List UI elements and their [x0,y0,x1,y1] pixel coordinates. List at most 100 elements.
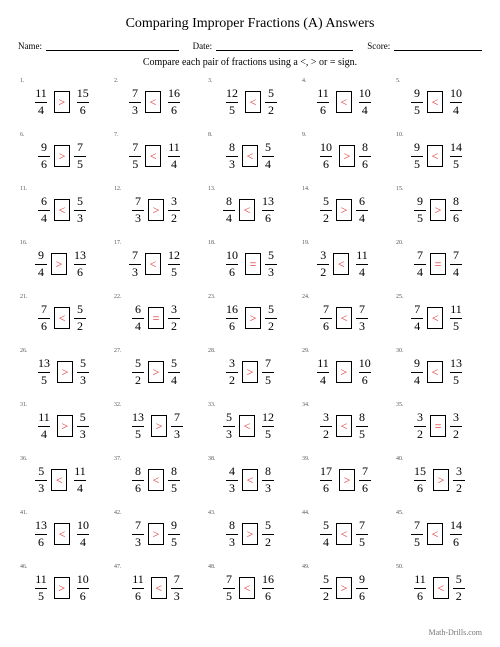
fraction-right: 125 [259,411,277,440]
fraction-left: 116 [411,573,429,602]
instruction: Compare each pair of fractions using a <… [18,57,482,68]
problem: 8.83<54 [206,134,294,178]
problem: 23.166>52 [206,296,294,340]
answer-box: < [336,415,352,437]
problem: 37.86<85 [112,458,200,502]
problem: 14.52>64 [300,188,388,232]
problem: 10.95<145 [394,134,482,178]
answer-box: < [51,469,67,491]
problem: 3.125<52 [206,80,294,124]
fraction-right: 95 [168,519,180,548]
problem: 11.64<53 [18,188,106,232]
fraction-right: 86 [450,195,462,224]
fraction-left: 73 [132,519,144,548]
fraction-left: 95 [411,141,423,170]
fraction-left: 136 [32,519,50,548]
problem-number: 28. [208,348,216,354]
fraction-left: 53 [223,411,235,440]
problem: 45.75<146 [394,512,482,556]
answer-box: > [339,145,355,167]
fraction-right: 54 [168,357,180,386]
problem-number: 25. [396,294,404,300]
fraction-right: 106 [74,573,92,602]
problem-number: 41. [20,510,28,516]
answer-box: < [145,91,161,113]
answer-box: < [336,523,352,545]
problem: 50.116<52 [394,566,482,610]
date-label: Date: [193,41,213,51]
fraction-right: 52 [265,87,277,116]
fraction-left: 75 [411,519,423,548]
fraction-left: 32 [317,249,329,278]
answer-box: > [148,199,164,221]
answer-box: > [339,469,355,491]
problem-number: 24. [302,294,310,300]
problem: 5.95<104 [394,80,482,124]
fraction-right: 52 [265,303,277,332]
fraction-right: 73 [356,303,368,332]
answer-box: > [242,523,258,545]
problem: 22.64=32 [112,296,200,340]
fraction-left: 32 [226,357,238,386]
problem: 4.116<104 [300,80,388,124]
fraction-left: 116 [314,87,332,116]
answer-box: > [54,145,70,167]
problem: 2.73<166 [112,80,200,124]
fraction-right: 166 [165,87,183,116]
answer-box: > [54,577,70,599]
problem: 43.83>52 [206,512,294,556]
fraction-right: 85 [356,411,368,440]
fraction-left: 116 [129,573,147,602]
fraction-left: 115 [32,573,50,602]
fraction-right: 85 [168,465,180,494]
problem-number: 18. [208,240,216,246]
problem-number: 31. [20,402,28,408]
fraction-right: 52 [74,303,86,332]
fraction-left: 52 [132,357,144,386]
fraction-right: 75 [74,141,86,170]
problem: 12.73>32 [112,188,200,232]
answer-box: < [242,145,258,167]
problem-number: 4. [302,78,307,84]
fraction-left: 114 [35,411,53,440]
answer-box: < [54,307,70,329]
problem: 17.73<125 [112,242,200,286]
fraction-left: 95 [414,195,426,224]
fraction-left: 52 [320,573,332,602]
fraction-right: 32 [168,303,180,332]
problem: 35.32=32 [394,404,482,448]
problem: 44.54<75 [300,512,388,556]
problem-number: 38. [208,456,216,462]
problem: 7.75<114 [112,134,200,178]
answer-box: > [54,91,70,113]
problem-number: 26. [20,348,28,354]
fraction-left: 32 [414,411,426,440]
fraction-right: 146 [447,519,465,548]
fraction-right: 64 [356,195,368,224]
fraction-left: 74 [411,303,423,332]
problem-number: 40. [396,456,404,462]
problem: 47.116<73 [112,566,200,610]
problem-number: 48. [208,564,216,570]
problem: 39.176>76 [300,458,388,502]
problem: 42.73>95 [112,512,200,556]
fraction-left: 73 [132,195,144,224]
fraction-left: 94 [411,357,423,386]
answer-box: = [430,253,446,275]
problem-number: 6. [20,132,25,138]
answer-box: < [427,361,443,383]
fraction-right: 73 [171,573,183,602]
problem-number: 11. [20,186,27,192]
problem-number: 9. [302,132,307,138]
problem: 46.115>106 [18,566,106,610]
answer-box: < [148,469,164,491]
fraction-right: 54 [262,141,274,170]
fraction-left: 83 [226,141,238,170]
name-label: Name: [18,41,42,51]
fraction-right: 53 [74,195,86,224]
fraction-left: 83 [226,519,238,548]
fraction-left: 64 [38,195,50,224]
fraction-right: 104 [74,519,92,548]
problem-number: 33. [208,402,216,408]
fraction-left: 75 [223,573,235,602]
